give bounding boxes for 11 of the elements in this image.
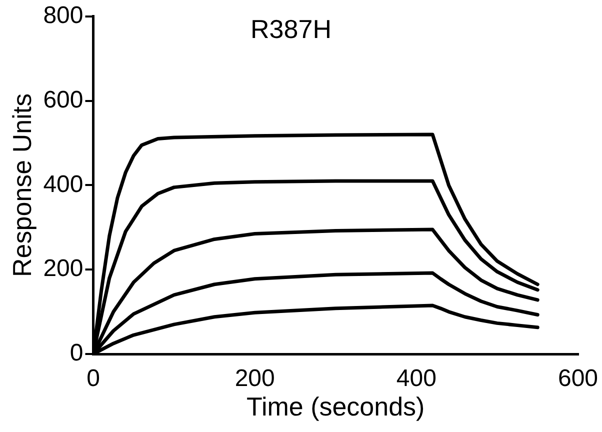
x-tick-label: 600: [558, 365, 598, 392]
y-tick-label: 200: [43, 255, 84, 282]
y-tick-label: 600: [43, 86, 84, 114]
y-tick-label: 0: [70, 340, 84, 367]
y-tick-label: 400: [43, 170, 84, 198]
x-axis-title: Time (seconds): [246, 392, 425, 422]
x-tick-label: 200: [234, 365, 275, 392]
chart-title: R387H: [250, 14, 332, 44]
x-tick-label: 400: [396, 365, 436, 392]
y-axis-title: Response Units: [6, 93, 37, 277]
y-tick-label: 800: [43, 2, 84, 30]
